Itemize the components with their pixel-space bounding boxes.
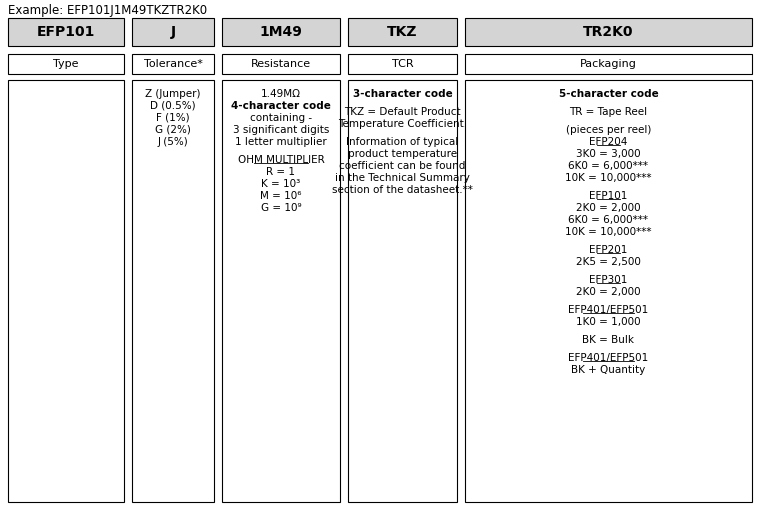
Text: 6K0 = 6,000***: 6K0 = 6,000*** — [568, 161, 648, 171]
Text: Packaging: Packaging — [580, 59, 637, 69]
Text: 3K0 = 3,000: 3K0 = 3,000 — [576, 149, 641, 159]
Text: Tolerance*: Tolerance* — [144, 59, 202, 69]
Bar — [222, 54, 340, 74]
Text: (pieces per reel): (pieces per reel) — [565, 125, 651, 135]
Text: EFP101: EFP101 — [589, 191, 628, 201]
Text: TKZ: TKZ — [388, 25, 418, 39]
Text: TR2K0: TR2K0 — [583, 25, 634, 39]
Text: TCR: TCR — [391, 59, 413, 69]
Bar — [222, 80, 340, 502]
Bar — [465, 54, 752, 74]
Text: R = 1: R = 1 — [267, 167, 296, 177]
Bar — [348, 18, 457, 46]
Text: 2K5 = 2,500: 2K5 = 2,500 — [576, 257, 641, 267]
Text: EFP204: EFP204 — [589, 137, 628, 147]
Text: Resistance: Resistance — [251, 59, 311, 69]
Text: EFP101: EFP101 — [36, 25, 95, 39]
Bar — [348, 54, 457, 74]
Bar — [8, 80, 124, 502]
Text: 1K0 = 1,000: 1K0 = 1,000 — [576, 317, 641, 327]
Text: 2K0 = 2,000: 2K0 = 2,000 — [576, 203, 641, 213]
Text: F (1%): F (1%) — [157, 113, 190, 123]
Text: section of the datasheet.**: section of the datasheet.** — [332, 185, 473, 195]
Text: Information of typical: Information of typical — [347, 137, 458, 147]
Text: 3 significant digits: 3 significant digits — [233, 125, 329, 135]
Text: Example: EFP101J1M49TKZTR2K0: Example: EFP101J1M49TKZTR2K0 — [8, 4, 207, 17]
Bar — [222, 18, 340, 46]
Text: product temperature: product temperature — [348, 149, 457, 159]
Text: 1M49: 1M49 — [260, 25, 302, 39]
Text: EFP401/EFP501: EFP401/EFP501 — [568, 305, 648, 315]
Text: coefficient can be found: coefficient can be found — [339, 161, 466, 171]
Bar — [132, 18, 214, 46]
Text: Type: Type — [53, 59, 79, 69]
Text: 10K = 10,000***: 10K = 10,000*** — [565, 173, 652, 183]
Text: 1.49MΩ: 1.49MΩ — [261, 89, 301, 99]
Text: in the Technical Summary: in the Technical Summary — [335, 173, 470, 183]
Text: 10K = 10,000***: 10K = 10,000*** — [565, 227, 652, 237]
Bar — [465, 80, 752, 502]
Bar — [132, 54, 214, 74]
Text: Temperature Coefficient.: Temperature Coefficient. — [338, 119, 467, 129]
Text: G = 10⁹: G = 10⁹ — [261, 203, 301, 213]
Text: Z (Jumper): Z (Jumper) — [145, 89, 201, 99]
Text: OHM MULTIPLIER: OHM MULTIPLIER — [238, 155, 325, 165]
Bar — [348, 80, 457, 502]
Text: 6K0 = 6,000***: 6K0 = 6,000*** — [568, 215, 648, 225]
Text: EFP201: EFP201 — [589, 245, 628, 255]
Text: 3-character code: 3-character code — [353, 89, 452, 99]
Text: 2K0 = 2,000: 2K0 = 2,000 — [576, 287, 641, 297]
Text: D (0.5%): D (0.5%) — [150, 101, 196, 111]
Text: 1 letter multiplier: 1 letter multiplier — [235, 137, 327, 147]
Text: TR = Tape Reel: TR = Tape Reel — [569, 107, 648, 117]
Text: 5-character code: 5-character code — [559, 89, 658, 99]
Text: EFP301: EFP301 — [589, 275, 628, 285]
Text: BK + Quantity: BK + Quantity — [572, 365, 646, 375]
Text: J: J — [170, 25, 176, 39]
Text: containing -: containing - — [250, 113, 312, 123]
Text: EFP401/EFP501: EFP401/EFP501 — [568, 353, 648, 363]
Bar — [8, 18, 124, 46]
Text: J (5%): J (5%) — [157, 137, 188, 147]
Text: G (2%): G (2%) — [155, 125, 191, 135]
Bar — [132, 80, 214, 502]
Text: TKZ = Default Product: TKZ = Default Product — [344, 107, 461, 117]
Text: BK = Bulk: BK = Bulk — [582, 335, 635, 345]
Bar — [8, 54, 124, 74]
Bar — [465, 18, 752, 46]
Text: M = 10⁶: M = 10⁶ — [260, 191, 302, 201]
Text: 4-character code: 4-character code — [231, 101, 331, 111]
Text: K = 10³: K = 10³ — [261, 179, 301, 189]
